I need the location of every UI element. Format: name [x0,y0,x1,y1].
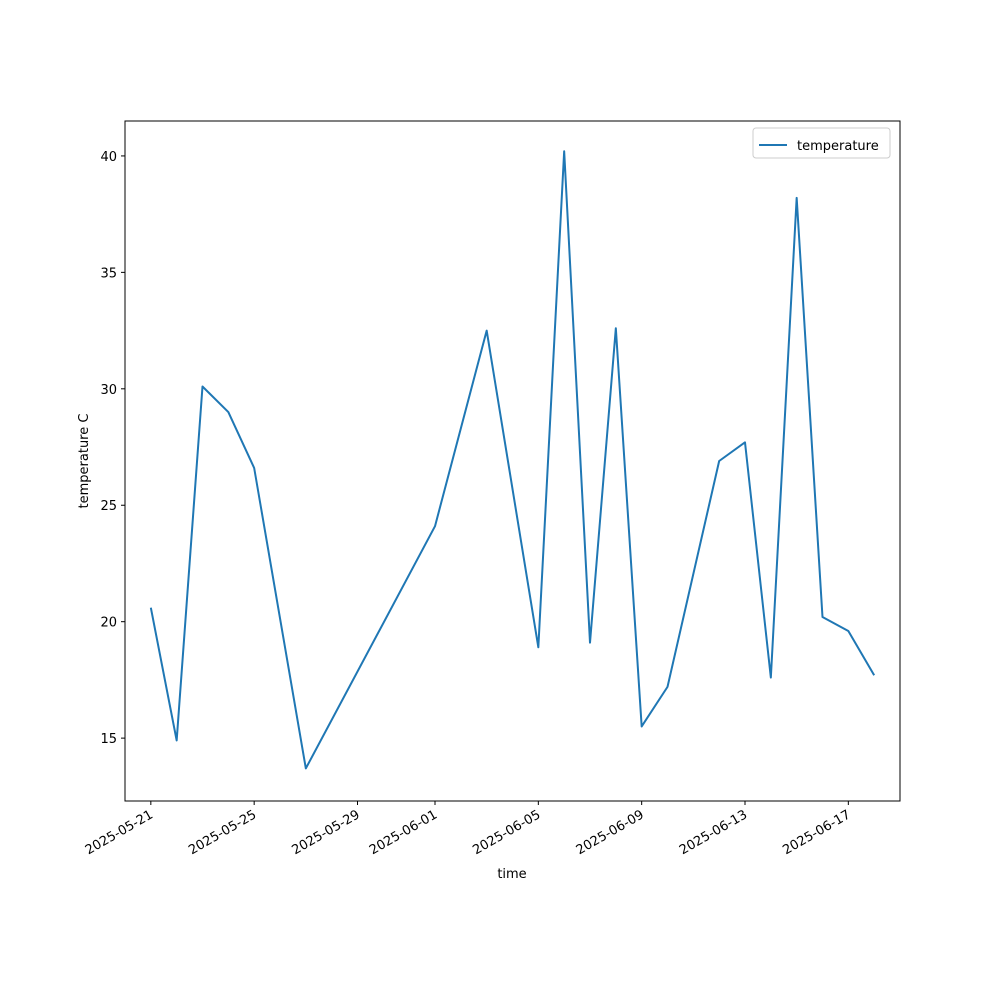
y-tick-label: 25 [100,499,117,514]
x-tick-label: 2025-06-09 [574,807,647,858]
x-tick-label: 2025-06-05 [470,807,543,858]
x-tick-label: 2025-05-21 [83,807,156,858]
y-tick-label: 30 [100,383,117,398]
x-tick-label: 2025-06-01 [367,807,440,858]
legend-box [752,127,891,159]
legend-label: temperature [797,139,879,154]
y-tick-label: 20 [100,616,117,631]
x-axis-label: time [497,867,526,882]
y-tick-label: 35 [100,266,117,281]
y-axis-label: temperature C [77,414,92,509]
plot-frame [124,120,901,802]
x-tick-label: 2025-05-25 [186,807,259,858]
x-tick-label: 2025-05-29 [290,807,363,858]
y-tick-label: 15 [100,732,117,747]
x-tick-label: 2025-06-17 [780,807,853,858]
y-tick-label: 40 [100,150,117,165]
x-tick-label: 2025-06-13 [677,807,750,858]
line-series [149,150,876,770]
